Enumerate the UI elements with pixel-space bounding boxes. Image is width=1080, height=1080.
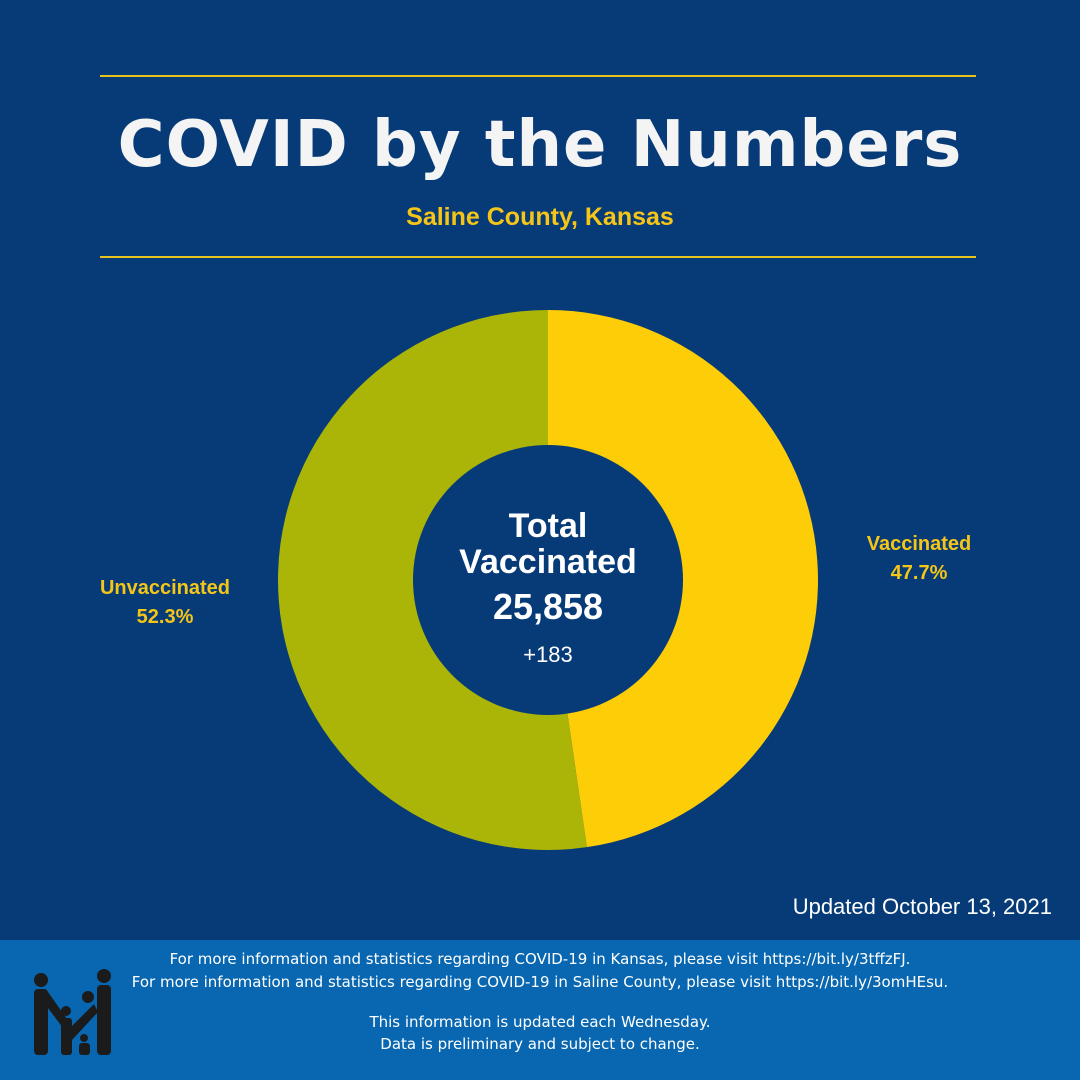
updated-date: Updated October 13, 2021 — [792, 894, 1052, 919]
unvaccinated-label-name: Unvaccinated — [99, 577, 231, 599]
total-vaccinated-value: 25,858 — [492, 586, 604, 627]
footer-disclaimer: Data is preliminary and subject to chang… — [380, 1035, 700, 1053]
footer-saline-info: For more information and statistics rega… — [131, 973, 949, 991]
footer-update-note: This information is updated each Wednesd… — [369, 1013, 711, 1031]
slice-vaccinated — [548, 310, 818, 848]
center-title-line1: Total — [508, 507, 588, 545]
bottom-divider — [100, 256, 976, 258]
footer: For more information and statistics rega… — [0, 940, 1080, 1080]
family-logo-icon — [34, 969, 111, 1055]
donut-hole — [413, 445, 683, 715]
top-divider — [100, 75, 976, 77]
vaccinated-label: Vaccinated 47.7% — [819, 530, 1019, 588]
vaccinated-label-value: 47.7% — [890, 562, 948, 584]
vaccinated-change: +183 — [523, 642, 573, 667]
vaccinated-label-name: Vaccinated — [866, 533, 972, 555]
page-subtitle: Saline County, Kansas — [406, 203, 674, 231]
center-title: Total Vaccinated — [418, 508, 678, 580]
page-title: COVID by the Numbers — [117, 108, 963, 182]
unvaccinated-label-value: 52.3% — [136, 606, 194, 628]
unvaccinated-label: Unvaccinated 52.3% — [65, 574, 265, 632]
center-title-line2: Vaccinated — [459, 543, 637, 581]
footer-kansas-info: For more information and statistics rega… — [169, 950, 911, 968]
